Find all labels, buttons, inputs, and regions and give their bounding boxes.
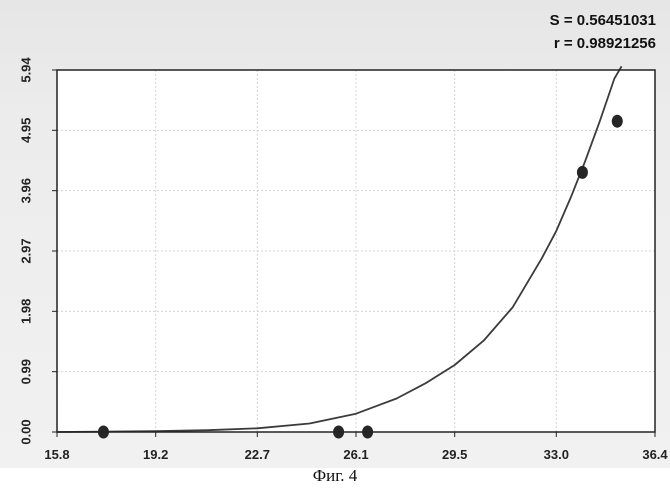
x-tick-label: 29.5 xyxy=(442,447,467,462)
y-axis-ticks: 0.00 0.99 1.98 2.97 3.96 4.95 5.94 xyxy=(19,57,58,445)
data-point xyxy=(612,115,623,128)
scatter-chart: 15.8 19.2 22.7 26.1 29.5 33.0 36.4 0.00 0.99 1.9… xyxy=(0,0,670,468)
y-tick-label: 5.94 xyxy=(19,57,34,83)
y-tick-label: 4.95 xyxy=(19,118,34,143)
x-tick-label: 15.8 xyxy=(44,447,69,462)
x-tick-label: 26.1 xyxy=(343,447,368,462)
x-tick-label: 36.4 xyxy=(642,447,668,462)
y-tick-label: 1.98 xyxy=(19,299,34,324)
y-tick-label: 0.99 xyxy=(19,359,34,384)
y-tick-label: 3.96 xyxy=(19,178,34,203)
figure-caption: Фиг. 4 xyxy=(0,466,670,486)
y-tick-label: 0.00 xyxy=(19,419,34,444)
x-tick-label: 33.0 xyxy=(544,447,569,462)
data-point xyxy=(577,166,588,179)
x-tick-label: 19.2 xyxy=(143,447,168,462)
x-axis-ticks: 15.8 19.2 22.7 26.1 29.5 33.0 36.4 xyxy=(44,432,668,462)
y-tick-label: 2.97 xyxy=(19,238,34,263)
x-tick-label: 22.7 xyxy=(245,447,270,462)
